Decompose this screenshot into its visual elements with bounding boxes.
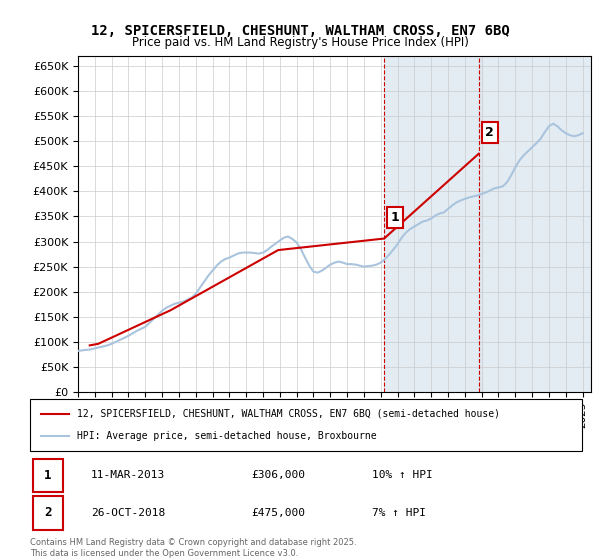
Bar — [478, 56, 591, 392]
Text: £306,000: £306,000 — [251, 470, 305, 480]
FancyBboxPatch shape — [30, 399, 582, 451]
Text: 1: 1 — [44, 469, 52, 482]
Text: 1: 1 — [391, 211, 400, 224]
Text: HPI: Average price, semi-detached house, Broxbourne: HPI: Average price, semi-detached house,… — [77, 431, 377, 441]
Text: 7% ↑ HPI: 7% ↑ HPI — [372, 508, 426, 518]
Text: Price paid vs. HM Land Registry's House Price Index (HPI): Price paid vs. HM Land Registry's House … — [131, 36, 469, 49]
FancyBboxPatch shape — [33, 496, 63, 530]
Text: £475,000: £475,000 — [251, 508, 305, 518]
Text: 12, SPICERSFIELD, CHESHUNT, WALTHAM CROSS, EN7 6BQ: 12, SPICERSFIELD, CHESHUNT, WALTHAM CROS… — [91, 24, 509, 38]
Text: 2: 2 — [485, 126, 494, 139]
Text: 11-MAR-2013: 11-MAR-2013 — [91, 470, 165, 480]
Text: 12, SPICERSFIELD, CHESHUNT, WALTHAM CROSS, EN7 6BQ (semi-detached house): 12, SPICERSFIELD, CHESHUNT, WALTHAM CROS… — [77, 409, 500, 419]
Text: 10% ↑ HPI: 10% ↑ HPI — [372, 470, 433, 480]
Text: 2: 2 — [44, 506, 52, 520]
FancyBboxPatch shape — [33, 459, 63, 492]
Text: Contains HM Land Registry data © Crown copyright and database right 2025.
This d: Contains HM Land Registry data © Crown c… — [30, 538, 356, 558]
Bar — [384, 56, 482, 392]
Text: 26-OCT-2018: 26-OCT-2018 — [91, 508, 165, 518]
